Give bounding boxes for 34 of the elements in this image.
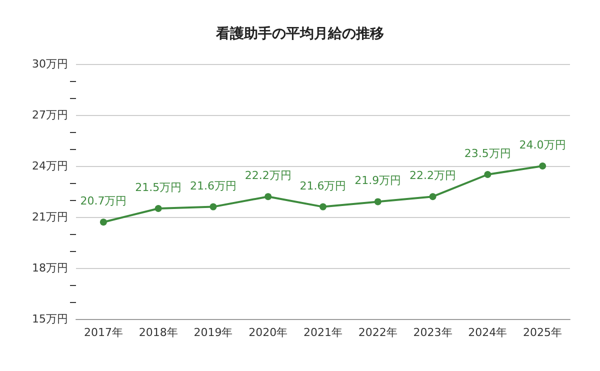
x-tick-label: 2023年 [413, 326, 452, 339]
point [210, 203, 217, 210]
data-label: 21.6万円 [190, 179, 236, 192]
data-label: 24.0万円 [519, 138, 566, 152]
x-tick-label: 2024年 [468, 326, 508, 339]
y-tick-label: 21万円 [32, 210, 68, 224]
y-tick-label: 15万円 [32, 312, 68, 326]
x-tick-label: 2018年 [138, 326, 178, 339]
data-label: 20.7万円 [80, 194, 127, 208]
x-tick-label: 2017年 [84, 326, 123, 339]
point [154, 205, 162, 212]
point [429, 193, 436, 200]
y-tick-label: 24万円 [32, 160, 68, 172]
point [100, 218, 107, 226]
x-tick-label: 2025年 [523, 326, 562, 339]
point [539, 162, 546, 170]
data-label: 22.2万円 [244, 169, 292, 182]
x-tick-label: 2022年 [358, 326, 398, 339]
data-label: 22.2万円 [410, 169, 456, 182]
point [264, 193, 272, 200]
point [320, 203, 326, 210]
y-tick-label: 27万円 [32, 108, 68, 122]
data-label: 21.6万円 [300, 179, 346, 192]
x-tick-label: 2020年 [248, 326, 288, 339]
chart-title: 看護助手の平均月給の推移 [215, 25, 384, 42]
y-tick-label: 18万円 [32, 262, 68, 274]
data-label: 21.5万円 [135, 181, 182, 194]
data-label: 23.5万円 [464, 147, 511, 160]
x-tick-label: 2021年 [304, 326, 342, 339]
data-label: 21.9万円 [354, 174, 402, 188]
point [374, 198, 382, 206]
x-tick-label: 2019年 [194, 326, 233, 339]
y-tick-label: 30万円 [32, 58, 68, 70]
point [484, 171, 492, 178]
